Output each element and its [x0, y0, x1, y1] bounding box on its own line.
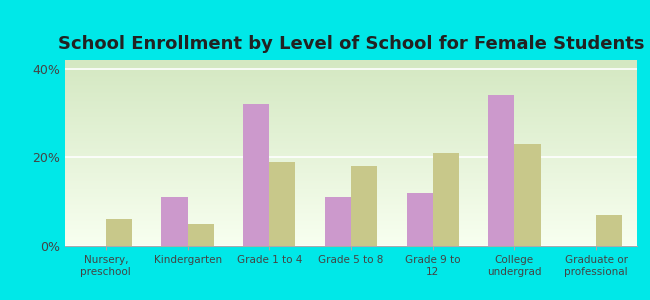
Bar	[161, 197, 188, 246]
Bar	[488, 95, 514, 246]
Bar	[188, 224, 214, 246]
Bar	[433, 153, 459, 246]
Bar	[406, 193, 433, 246]
Bar	[325, 197, 351, 246]
Bar	[106, 219, 132, 246]
Bar	[351, 166, 377, 246]
Bar	[269, 162, 296, 246]
Title: School Enrollment by Level of School for Female Students: School Enrollment by Level of School for…	[58, 35, 644, 53]
Bar	[514, 144, 541, 246]
Bar	[243, 104, 269, 246]
Bar	[596, 215, 622, 246]
